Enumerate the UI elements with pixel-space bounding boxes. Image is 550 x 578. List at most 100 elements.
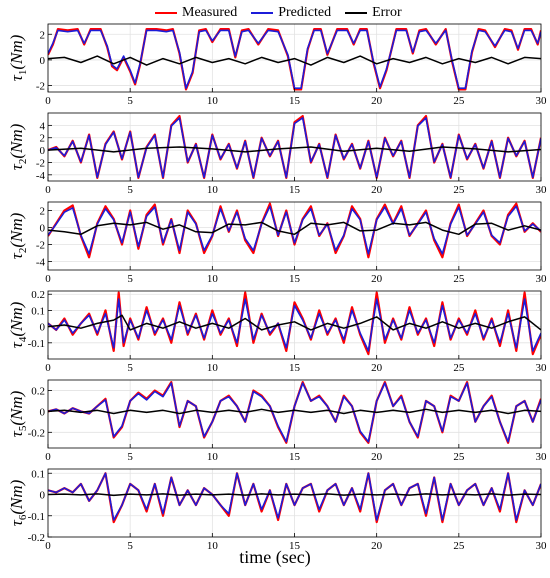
y-tick-label: 0.2 [31, 385, 45, 397]
x-tick-label: 30 [536, 540, 548, 552]
x-tick-label: 25 [453, 540, 465, 552]
y-axis-label-subscript: 2 [17, 248, 29, 254]
y-tick-label: -2 [36, 240, 45, 252]
x-tick-label: 25 [453, 451, 465, 463]
y-tick-label: 0.2 [31, 289, 45, 301]
y-tick-label: -0.1 [28, 511, 45, 523]
x-tick-label: 25 [453, 184, 465, 196]
panel-4: 0 5 10 15 20 25 30-0.100.10.2τ4(Nm) [7, 289, 547, 374]
y-axis-label-symbol: τ [7, 519, 26, 526]
y-axis-label: τ5(Nm) [7, 390, 29, 437]
legend-item-error: Error [345, 5, 402, 21]
y-axis-label-unit: (Nm) [7, 301, 26, 336]
y-tick-label: -0.2 [28, 532, 45, 544]
x-tick-label: 0 [45, 95, 51, 107]
series-line-error [48, 408, 541, 415]
y-axis-label: τ4(Nm) [7, 301, 29, 348]
y-axis-label-symbol: τ [7, 341, 26, 348]
legend-label-error: Error [372, 5, 402, 20]
x-tick-label: 5 [127, 451, 133, 463]
series-line-error [48, 146, 541, 153]
x-tick-label: 30 [536, 362, 548, 374]
y-tick-label: 0 [40, 223, 46, 235]
x-tick-label: 5 [127, 273, 133, 285]
x-tick-label: 0 [45, 451, 51, 463]
x-tick-label: 10 [207, 184, 219, 196]
x-tick-label: 20 [371, 540, 383, 552]
y-tick-label: 2 [40, 206, 46, 218]
y-axis-label-subscript: 6 [17, 514, 29, 520]
y-axis-label-unit: (Nm) [7, 390, 26, 425]
legend-swatch-predicted [251, 12, 274, 14]
series-line-measured [48, 202, 541, 259]
y-axis-label: τ2(Nm) [7, 123, 29, 170]
x-tick-label: 10 [207, 362, 219, 374]
y-axis-label-unit: (Nm) [7, 123, 26, 158]
panel-5: 0 5 10 15 20 25 30-0.200.2τ5(Nm) [7, 379, 548, 463]
y-tick-label: -4 [36, 170, 46, 182]
x-tick-label: 25 [453, 95, 465, 107]
x-tick-label: 20 [371, 362, 383, 374]
y-tick-label: 0 [40, 322, 46, 334]
x-tick-label: 15 [289, 95, 301, 107]
y-axis-label: τ1(Nm) [7, 34, 29, 81]
x-tick-label: 30 [536, 95, 548, 107]
x-tick-label: 10 [207, 95, 219, 107]
y-axis-label-symbol: τ [7, 74, 26, 81]
x-tick-label: 15 [289, 540, 301, 552]
legend-label-predicted: Predicted [278, 5, 332, 20]
panel-6: 0 5 10 15 20 25 30-0.2-0.100.1τ6(Nm) [7, 468, 547, 552]
y-tick-label: 0 [40, 406, 46, 418]
x-tick-label: 20 [371, 273, 383, 285]
x-tick-label: 0 [45, 540, 51, 552]
y-axis-label-subscript: 5 [17, 425, 29, 431]
y-axis-label-symbol: τ [7, 430, 26, 437]
y-axis-label-unit: (Nm) [7, 34, 26, 69]
y-tick-label: -4 [36, 257, 46, 269]
x-tick-label: 5 [127, 362, 133, 374]
x-tick-label: 10 [207, 540, 219, 552]
y-tick-label: 0 [40, 145, 46, 157]
y-axis-label-symbol: τ [7, 252, 26, 259]
x-tick-label: 20 [371, 451, 383, 463]
series-line-predicted [48, 205, 541, 255]
x-tick-label: 15 [289, 184, 301, 196]
x-tick-label: 0 [45, 184, 51, 196]
legend: Measured Predicted Error [155, 5, 402, 21]
x-axis-label: time (sec) [239, 547, 311, 567]
y-axis-label-subscript: 2 [17, 159, 29, 165]
y-axis-label-symbol: τ [7, 163, 26, 170]
x-tick-label: 20 [371, 184, 383, 196]
x-tick-label: 30 [536, 451, 548, 463]
x-tick-label: 15 [289, 362, 301, 374]
legend-item-predicted: Predicted [251, 5, 331, 21]
series-line-predicted [48, 298, 541, 352]
y-axis-label-subscript: 4 [17, 336, 29, 342]
legend-swatch-error [345, 12, 368, 14]
legend-item-measured: Measured [155, 5, 237, 21]
series-line-error [48, 55, 541, 66]
y-tick-label: 0 [40, 55, 46, 67]
x-tick-label: 10 [207, 273, 219, 285]
x-tick-label: 5 [127, 184, 133, 196]
x-tick-label: 5 [127, 95, 133, 107]
x-tick-label: 20 [371, 95, 383, 107]
series-line-predicted [48, 117, 541, 179]
x-tick-label: 15 [289, 273, 301, 285]
series-line-error [48, 221, 541, 236]
x-tick-label: 15 [289, 451, 301, 463]
x-tick-label: 25 [453, 273, 465, 285]
legend-swatch-measured [155, 12, 177, 14]
y-axis-label: τ6(Nm) [7, 479, 29, 526]
y-tick-label: 0.1 [31, 305, 45, 317]
x-tick-label: 0 [45, 273, 51, 285]
series-line-predicted [48, 472, 541, 521]
y-axis-label: τ2(Nm) [7, 212, 29, 259]
x-tick-label: 5 [127, 540, 133, 552]
series-line-error [48, 493, 541, 497]
y-tick-label: -0.1 [28, 338, 45, 350]
y-tick-label: -2 [36, 157, 45, 169]
